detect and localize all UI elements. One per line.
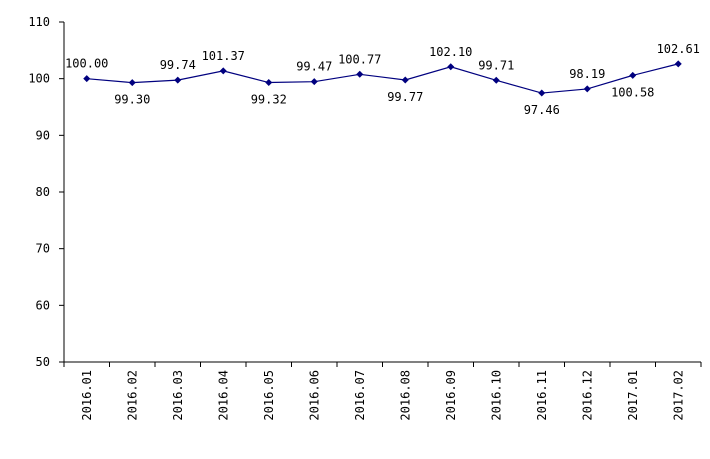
x-tick-label: 2016.05 (262, 370, 276, 421)
x-tick-label: 2017.02 (671, 370, 685, 421)
data-point (629, 71, 637, 79)
data-point (356, 70, 364, 78)
data-point (492, 76, 500, 84)
y-tick-label: 70 (36, 242, 50, 256)
x-tick-label: 2016.02 (125, 370, 139, 421)
x-tick-label: 2016.07 (353, 370, 367, 421)
series-line (86, 63, 679, 94)
data-label: 97.46 (524, 103, 560, 117)
data-point (128, 79, 136, 87)
x-tick-label: 2017.01 (626, 370, 640, 421)
data-label: 99.30 (114, 93, 150, 107)
data-label: 100.58 (611, 85, 654, 99)
data-point (674, 60, 682, 68)
data-point (83, 75, 91, 83)
data-label: 99.77 (387, 90, 423, 104)
data-label: 99.47 (296, 60, 332, 74)
data-label: 99.71 (478, 58, 514, 72)
data-label: 98.19 (569, 67, 605, 81)
x-tick-label: 2016.08 (398, 370, 412, 421)
data-label: 102.10 (429, 45, 472, 59)
x-tick-label: 2016.03 (171, 370, 185, 421)
x-tick-label: 2016.09 (444, 370, 458, 421)
x-tick-label: 2016.04 (216, 370, 230, 421)
y-tick-label: 110 (28, 15, 50, 29)
y-tick-label: 100 (28, 72, 50, 86)
data-point (583, 85, 591, 93)
x-tick-label: 2016.10 (489, 370, 503, 421)
y-tick-label: 90 (36, 128, 50, 142)
data-label: 100.00 (65, 57, 108, 71)
data-point (265, 79, 273, 87)
data-point (310, 78, 318, 86)
x-tick-label: 2016.06 (307, 370, 321, 421)
y-tick-label: 80 (36, 185, 50, 199)
data-label: 102.61 (657, 42, 700, 56)
y-tick-label: 50 (36, 355, 50, 369)
data-point (401, 76, 409, 84)
x-tick-label: 2016.01 (80, 370, 94, 421)
x-tick-label: 2016.11 (535, 370, 549, 421)
data-point (447, 63, 455, 71)
data-point (538, 89, 546, 97)
data-label: 100.77 (338, 52, 381, 66)
y-tick-label: 60 (36, 298, 50, 312)
data-points (83, 60, 682, 97)
data-point (219, 67, 227, 75)
series-line-group (86, 63, 679, 94)
data-point (174, 76, 182, 84)
x-axis: 2016.01 2016.02 2016.03 2016.04 2016.05 2016.… (63, 361, 702, 421)
y-axis: 50 60 70 80 90 100 110 (28, 15, 65, 369)
data-label: 101.37 (202, 49, 245, 63)
data-labels: 100.00 99.30 99.74 101.37 99.32 99.47 100.77 99… (65, 42, 700, 117)
x-tick-label: 2016.12 (580, 370, 594, 421)
data-label: 99.32 (251, 93, 287, 107)
data-label: 99.74 (160, 58, 196, 72)
